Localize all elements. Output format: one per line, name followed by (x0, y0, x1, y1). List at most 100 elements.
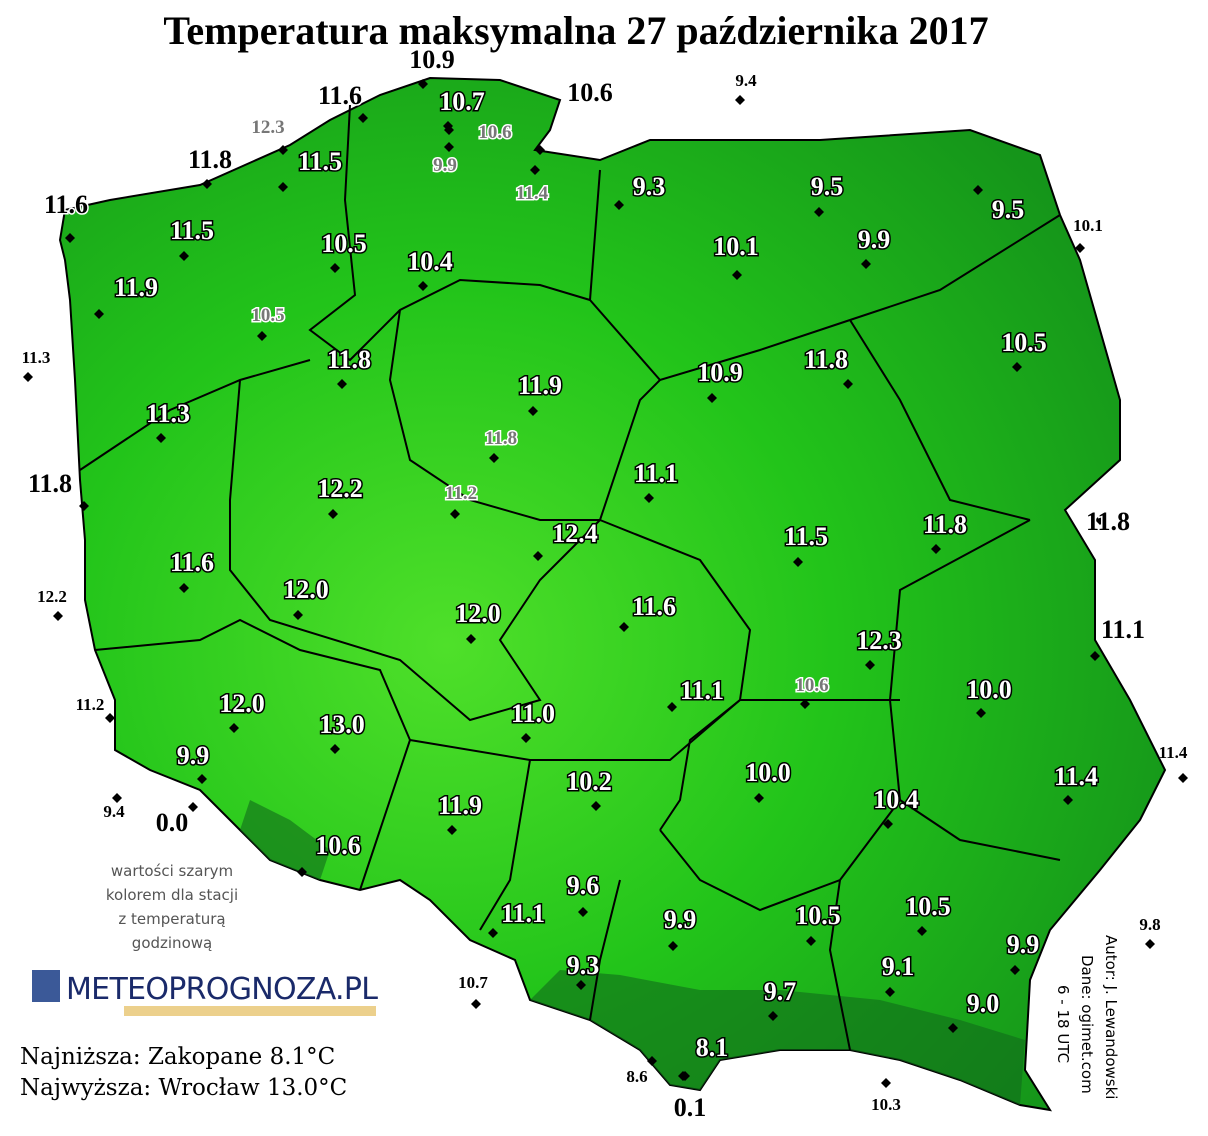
station-label: 11.9 (518, 371, 562, 400)
station-marker (444, 125, 454, 135)
station-label: 11.4 (1159, 743, 1188, 762)
station-label: 11.1 (501, 899, 545, 928)
station-marker (578, 907, 588, 917)
station-marker (179, 583, 189, 593)
station-marker (328, 509, 338, 519)
station-label: 11.2 (76, 695, 105, 714)
title: Temperatura maksymalna 27 października 2… (163, 8, 988, 53)
station-label: 11.8 (485, 428, 517, 449)
station-marker (619, 622, 629, 632)
station-marker (1063, 795, 1073, 805)
station-label: 9.9 (664, 905, 697, 934)
region-borders (79, 104, 1061, 1051)
station-label: 9.6 (567, 871, 600, 900)
station-label: 11.8 (1086, 507, 1130, 536)
station-label: 10.6 (315, 831, 361, 860)
station-marker (337, 379, 347, 389)
station-label: 9.1 (882, 952, 915, 981)
station-marker (112, 793, 122, 803)
station-marker (883, 819, 893, 829)
station-marker (707, 393, 717, 403)
station-marker (735, 95, 745, 105)
stations: 10.9 11.6 10.6 9.4 12.3 10.7 10.6 9.9 11.4 11.8 11… (22, 44, 1188, 1124)
station-marker (800, 699, 810, 709)
station-label: 12.3 (251, 117, 284, 138)
station-marker (530, 165, 540, 175)
station-label: 11.1 (634, 459, 678, 488)
station-label: 11.8 (923, 510, 967, 539)
station-marker (466, 634, 476, 644)
station-label: 10.4 (407, 247, 453, 276)
station-label: 10.1 (713, 232, 759, 261)
station-marker (202, 179, 212, 189)
station-marker (1010, 965, 1020, 975)
station-marker (1012, 362, 1022, 372)
station-label: 0.0 (156, 808, 189, 837)
station-marker (197, 774, 207, 784)
station-marker (94, 309, 104, 319)
station-marker (865, 660, 875, 670)
station-label: 11.3 (22, 348, 51, 367)
station-marker (948, 1023, 958, 1033)
station-label: 10.9 (697, 358, 743, 387)
station-marker (678, 1071, 688, 1081)
station-label: 11.9 (438, 791, 482, 820)
station-marker (444, 142, 454, 152)
station-label: 10.5 (1001, 328, 1047, 357)
station-marker (521, 733, 531, 743)
station-marker (535, 145, 545, 155)
highest: Najwyższa: Wrocław 13.0°C (20, 1075, 347, 1101)
station-label: 10.6 (795, 675, 828, 696)
station-label: 10.9 (409, 45, 455, 74)
station-marker (644, 493, 654, 503)
station-label: 10.0 (745, 758, 791, 787)
note-line: wartości szarym (111, 862, 233, 880)
station-label: 10.5 (251, 305, 284, 326)
station-marker (533, 551, 543, 561)
station-marker (732, 270, 742, 280)
station-marker (768, 1011, 778, 1021)
station-marker (297, 867, 307, 877)
station-label: 11.2 (445, 483, 477, 504)
station-marker (79, 501, 89, 511)
note-line: kolorem dla stacji (106, 886, 238, 904)
station-marker (1090, 651, 1100, 661)
station-marker (229, 723, 239, 733)
station-label: 9.3 (633, 172, 666, 201)
station-marker (418, 281, 428, 291)
station-label: 10.6 (478, 122, 511, 143)
station-marker (881, 1078, 891, 1088)
station-marker (257, 331, 267, 341)
station-marker (358, 113, 368, 123)
station-marker (973, 185, 983, 195)
station-marker (647, 1056, 657, 1066)
station-marker (105, 713, 115, 723)
station-label: 11.3 (146, 399, 190, 428)
station-label: 0.1 (674, 1093, 707, 1122)
station-label: 12.0 (455, 599, 501, 628)
station-marker (668, 941, 678, 951)
station-marker (931, 544, 941, 554)
station-label: 11.1 (680, 676, 724, 705)
station-marker (156, 433, 166, 443)
station-label: 9.3 (567, 951, 600, 980)
station-label: 9.9 (177, 741, 210, 770)
station-label: 10.3 (871, 1095, 901, 1114)
station-label: 11.4 (1054, 762, 1098, 791)
station-marker (1095, 515, 1105, 525)
station-label: 11.5 (170, 216, 214, 245)
credit: 6 - 18 UTC (1054, 985, 1072, 1063)
station-marker (576, 980, 586, 990)
station-label: 9.9 (858, 225, 891, 254)
station-label: 9.5 (992, 195, 1025, 224)
station-marker (843, 379, 853, 389)
credit: Autor: J. Lewandowski (1102, 935, 1120, 1099)
station-marker (917, 926, 927, 936)
facebook-icon (32, 970, 60, 1002)
station-label: 8.1 (696, 1033, 729, 1062)
station-marker (1145, 939, 1155, 949)
station-label: 10.4 (873, 785, 919, 814)
lowest: Najniższa: Zakopane 8.1°C (20, 1044, 335, 1070)
station-label: 11.9 (114, 273, 158, 302)
station-marker (1075, 243, 1085, 253)
